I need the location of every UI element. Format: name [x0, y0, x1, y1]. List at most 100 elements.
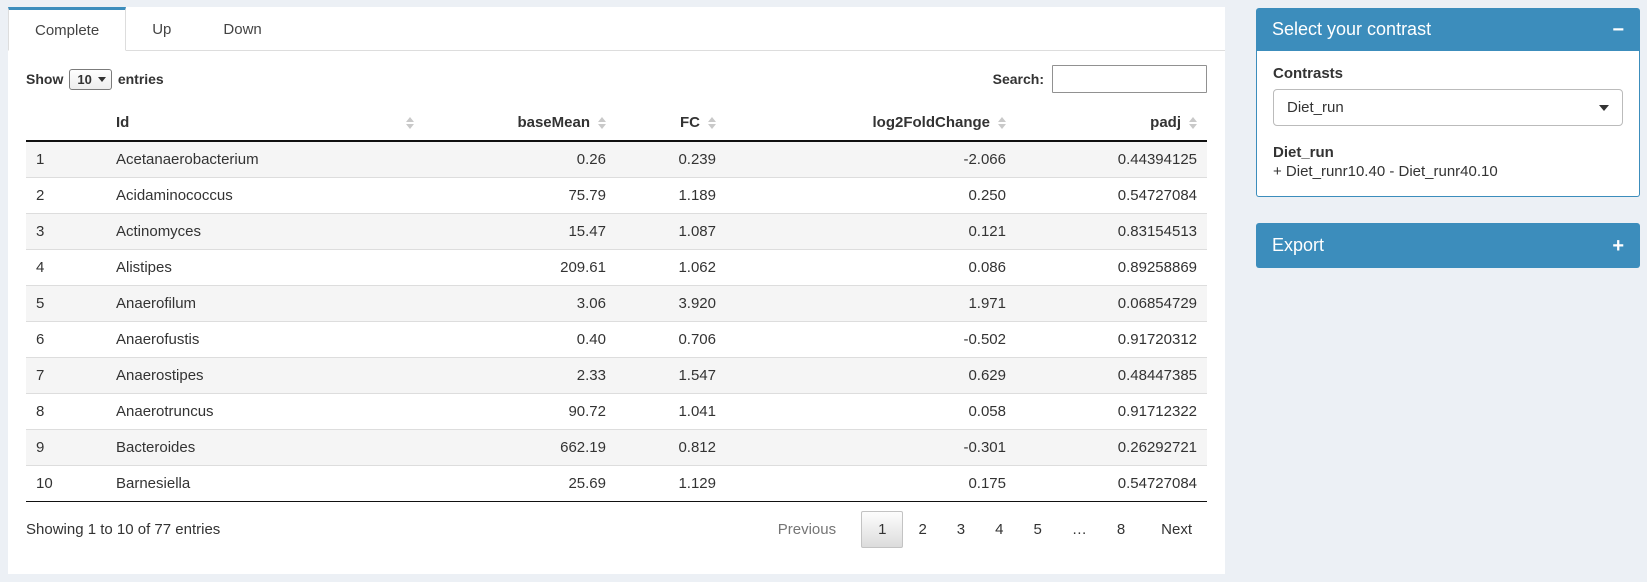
cell-basemean: 25.69 — [568, 475, 606, 492]
cell-log2foldchange: 0.121 — [968, 223, 1006, 240]
cell-log2foldchange: -0.301 — [963, 439, 1006, 456]
sort-icon — [708, 116, 716, 129]
cell-index: 2 — [36, 187, 45, 204]
column-header-padj[interactable]: padj — [1016, 105, 1207, 142]
ellipsis: … — [1071, 521, 1087, 538]
page-button[interactable]: 2 — [918, 521, 927, 538]
caret-down-icon — [1599, 104, 1609, 111]
contrast-detail-formula: + Diet_runr10.40 - Diet_runr40.10 — [1273, 163, 1498, 180]
page-length-select[interactable]: 10 — [69, 68, 112, 90]
pagination: Previous 1 2 3 4 5 … 8 Next — [763, 511, 1207, 548]
table-controls: Show 10 entries Search: — [26, 63, 1207, 95]
cell-log2foldchange: 0.629 — [968, 367, 1006, 384]
column-header-basemean[interactable]: baseMean — [424, 105, 616, 142]
table-row[interactable]: 4 Alistipes 209.61 1.062 0.086 0.89258869 — [26, 249, 1207, 286]
table-header-row: Id baseMean FC log2FoldChange padj — [26, 105, 1207, 142]
page-button[interactable]: 4 — [995, 521, 1004, 538]
cell-basemean: 209.61 — [560, 259, 606, 276]
results-table: Id baseMean FC log2FoldChange padj 1 Acetanae… — [26, 105, 1207, 502]
cell-id: Anaerostipes — [116, 367, 204, 384]
tab-content: Show 10 entries Search: Id baseMean FC log2… — [8, 51, 1225, 548]
table-row[interactable]: 3 Actinomyces 15.47 1.087 0.121 0.83154513 — [26, 213, 1207, 250]
cell-fc: 1.547 — [678, 367, 716, 384]
cell-log2foldchange: 0.086 — [968, 259, 1006, 276]
cell-fc: 3.920 — [678, 295, 716, 312]
length-label-before: Show — [26, 71, 64, 87]
search-input[interactable] — [1052, 65, 1207, 93]
cell-padj: 0.91712322 — [1117, 403, 1197, 420]
cell-id: Alistipes — [116, 259, 172, 276]
cell-basemean: 662.19 — [560, 439, 606, 456]
sort-desc-icon — [998, 123, 1006, 129]
cell-padj: 0.91720312 — [1117, 331, 1197, 348]
expand-plus-icon[interactable]: + — [1612, 234, 1624, 257]
contrast-panel-title: Select your contrast — [1272, 19, 1432, 39]
table-row[interactable]: 1 Acetanaerobacterium 0.26 0.239 -2.066 0.443… — [26, 141, 1207, 178]
cell-log2foldchange: -2.066 — [963, 151, 1006, 168]
table-row[interactable]: 9 Bacteroides 662.19 0.812 -0.301 0.26292721 — [26, 429, 1207, 466]
cell-padj: 0.89258869 — [1117, 259, 1197, 276]
tab-bar: Complete Up Down — [8, 7, 1225, 51]
cell-index: 7 — [36, 367, 45, 384]
page-button[interactable]: 1 — [861, 511, 904, 548]
cell-fc: 0.706 — [678, 331, 716, 348]
table-footer: Showing 1 to 10 of 77 entries Previous 1 2… — [26, 511, 1207, 548]
contrast-detail-name: Diet_run — [1273, 144, 1334, 161]
sort-asc-icon — [406, 116, 414, 122]
collapse-minus-icon[interactable]: − — [1612, 18, 1624, 41]
cell-index: 9 — [36, 439, 45, 456]
cell-index: 10 — [36, 475, 53, 492]
cell-fc: 1.189 — [678, 187, 716, 204]
cell-id: Acidaminococcus — [116, 187, 233, 204]
length-label-after: entries — [117, 71, 164, 87]
export-panel-title: Export — [1272, 235, 1325, 255]
sort-icon — [1189, 116, 1197, 129]
cell-id: Barnesiella — [116, 475, 191, 492]
cell-fc: 0.812 — [678, 439, 716, 456]
table-row[interactable]: 10 Barnesiella 25.69 1.129 0.175 0.54727084 — [26, 465, 1207, 502]
cell-index: 8 — [36, 403, 45, 420]
cell-padj: 0.48447385 — [1117, 367, 1197, 384]
cell-basemean: 90.72 — [568, 403, 606, 420]
page-button[interactable]: 8 — [1116, 521, 1126, 538]
cell-id: Anaerofilum — [116, 295, 197, 312]
cell-fc: 1.062 — [678, 259, 716, 276]
column-header-log2foldchange[interactable]: log2FoldChange — [726, 105, 1016, 142]
cell-basemean: 75.79 — [568, 187, 606, 204]
table-row[interactable]: 7 Anaerostipes 2.33 1.547 0.629 0.48447385 — [26, 357, 1207, 394]
tab-up[interactable]: Up — [152, 20, 172, 38]
previous-button[interactable]: Previous — [777, 521, 837, 538]
cell-padj: 0.06854729 — [1117, 295, 1197, 312]
cell-log2foldchange: 0.250 — [968, 187, 1006, 204]
chevron-down-icon — [97, 76, 106, 82]
next-button[interactable]: Next — [1161, 521, 1192, 538]
column-header-id[interactable]: Id — [106, 105, 424, 142]
cell-log2foldchange: -0.502 — [963, 331, 1006, 348]
page-button[interactable]: 5 — [1033, 521, 1042, 538]
tab-down[interactable]: Down — [223, 20, 262, 38]
cell-index: 5 — [36, 295, 45, 312]
sort-asc-icon — [998, 116, 1006, 122]
export-panel-header: Export + — [1256, 223, 1640, 268]
cell-fc: 0.239 — [678, 151, 716, 168]
table-row[interactable]: 2 Acidaminococcus 75.79 1.189 0.250 0.5472708… — [26, 177, 1207, 214]
contrast-select[interactable]: Diet_run — [1273, 89, 1623, 126]
tab-complete[interactable]: Complete — [8, 7, 127, 51]
sort-icon — [598, 116, 606, 129]
column-header-fc[interactable]: FC — [616, 105, 726, 142]
cell-id: Actinomyces — [116, 223, 202, 240]
cell-fc: 1.041 — [678, 403, 716, 420]
results-tab-box: Complete Up Down Show 10 entries Search: I… — [8, 7, 1225, 574]
table-row[interactable]: 8 Anaerotruncus 90.72 1.041 0.058 0.91712322 — [26, 393, 1207, 430]
cell-id: Acetanaerobacterium — [116, 151, 259, 168]
table-row[interactable]: 5 Anaerofilum 3.06 3.920 1.971 0.06854729 — [26, 285, 1207, 322]
contrast-panel-body: Contrasts Diet_run Diet_run + Diet_runr1… — [1256, 51, 1640, 197]
table-row[interactable]: 6 Anaerofustis 0.40 0.706 -0.502 0.91720312 — [26, 321, 1207, 358]
cell-padj: 0.44394125 — [1117, 151, 1197, 168]
cell-basemean: 3.06 — [576, 295, 606, 312]
cell-log2foldchange: 1.971 — [968, 295, 1006, 312]
page-button[interactable]: 3 — [956, 521, 966, 538]
search-label: Search: — [992, 71, 1044, 87]
cell-padj: 0.26292721 — [1117, 439, 1197, 456]
cell-basemean: 2.33 — [576, 367, 606, 384]
